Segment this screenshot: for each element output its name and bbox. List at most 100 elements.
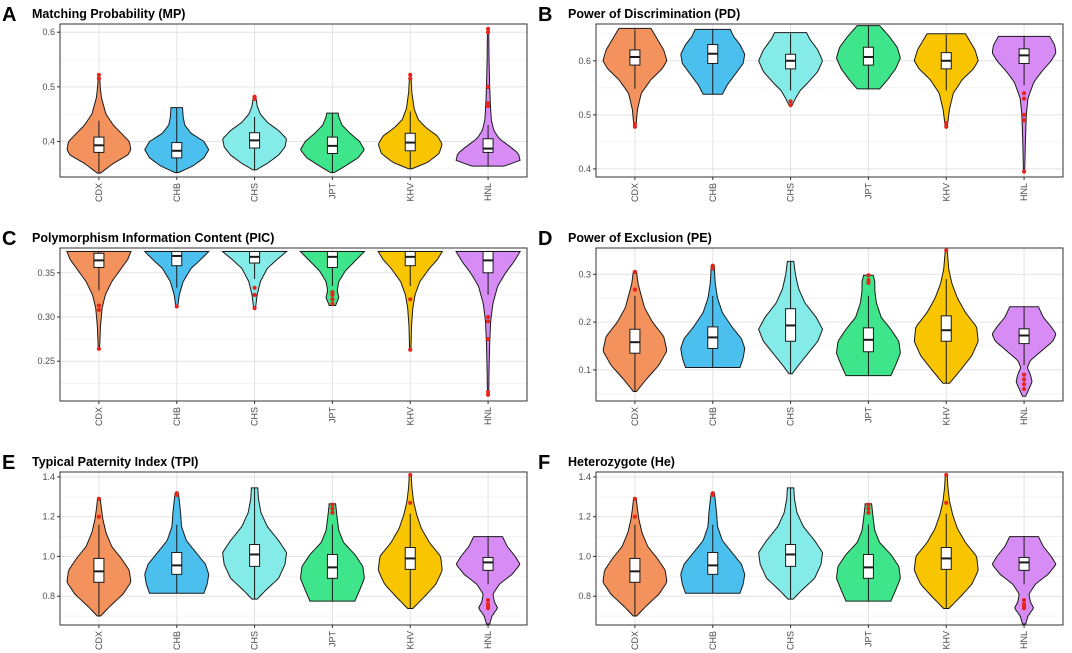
violin-khv [913, 472, 979, 610]
x-category-label: CHB [172, 183, 182, 202]
outlier-point [96, 496, 102, 501]
y-tick-label: 0.6 [42, 27, 55, 37]
outlier-point [788, 102, 793, 108]
outlier-point [252, 94, 257, 99]
y-tick-label: 1.4 [578, 472, 591, 482]
plot-border [595, 247, 1064, 402]
iqr-box [171, 551, 183, 575]
iqr-box [1018, 556, 1030, 571]
outlier-point [632, 269, 638, 275]
violin-khv [377, 251, 444, 352]
x-category-label: HNL [483, 183, 493, 201]
x-category-label: CHB [708, 183, 718, 202]
violin-hnl [991, 35, 1057, 174]
panel-letter: A [2, 4, 16, 26]
violin-khv [913, 248, 979, 384]
x-category-label: HNL [1019, 407, 1029, 425]
outlier-point [252, 306, 257, 311]
outlier-point [330, 502, 335, 507]
y-tick-label: 0.30 [37, 312, 55, 322]
x-category-label: CHB [172, 407, 182, 426]
outlier-point [632, 287, 638, 292]
outlier-point [1021, 602, 1027, 607]
violin-chb [144, 491, 210, 594]
panel-letter: B [538, 4, 552, 26]
outlier-point [408, 347, 413, 352]
outlier-point [632, 496, 638, 501]
violin-cdx [66, 72, 132, 174]
violin-jpt [836, 25, 901, 90]
x-category-label: CDX [94, 407, 104, 426]
outlier-point [788, 99, 793, 104]
violin-hnl [991, 536, 1057, 625]
x-category-label: CHB [708, 407, 718, 426]
outlier-point [1021, 112, 1027, 117]
grid [596, 24, 1063, 177]
x-category-label: CHS [250, 407, 260, 426]
y-tick-label: 1.2 [578, 512, 591, 522]
panel-letter: D [538, 228, 552, 250]
outlier-point [1021, 169, 1027, 174]
x-category-label: CHS [786, 631, 796, 650]
violin-cdx [602, 27, 668, 129]
x-category-label: JPT [327, 631, 337, 648]
y-tick-label: 0.1 [578, 365, 591, 375]
violin-chb [680, 491, 746, 594]
violin-hnl [455, 536, 521, 625]
x-category-label: CDX [94, 631, 104, 650]
outlier-point [485, 390, 491, 395]
violin-chs [222, 94, 287, 171]
outlier-point [866, 277, 871, 283]
panel-title: Matching Probability (MP) [32, 7, 185, 21]
outlier-point [1021, 382, 1027, 387]
x-category-label: KHV [405, 407, 415, 426]
iqr-box [326, 251, 338, 268]
violin-chb [144, 107, 210, 174]
outlier-point [866, 273, 871, 278]
outlier-point [330, 297, 335, 302]
outlier-point [944, 124, 949, 129]
outlier-point [330, 510, 335, 515]
y-tick-label: 0.3 [578, 269, 591, 279]
violin-chb [143, 251, 210, 309]
outlier-point [330, 301, 335, 306]
x-category-label: JPT [863, 631, 873, 648]
x-category-label: KHV [941, 407, 951, 426]
violin-cdx [602, 269, 668, 392]
y-tick-label: 1.0 [578, 551, 591, 561]
outlier-point [408, 76, 413, 81]
panel-c: C Polymorphism Information Content (PIC) 0… [2, 228, 528, 426]
y-tick-label: 0.8 [578, 591, 591, 601]
x-category-label: JPT [327, 183, 337, 200]
x-category-label: JPT [327, 407, 337, 424]
outlier-point [944, 248, 949, 253]
violin-cdx [66, 496, 132, 617]
outlier-point [485, 602, 491, 607]
x-category-label: CDX [630, 407, 640, 426]
outlier-point [485, 84, 491, 89]
outlier-point [1021, 91, 1027, 96]
outlier-point [96, 76, 102, 81]
violin-jpt [835, 273, 901, 377]
violin-jpt [836, 502, 901, 602]
grid [60, 248, 527, 401]
outlier-point [485, 319, 491, 324]
x-category-label: CHS [786, 183, 796, 202]
x-category-label: CHS [250, 631, 260, 650]
plot-border [59, 23, 528, 178]
y-tick-label: 0.6 [578, 56, 591, 66]
outlier-point [485, 314, 491, 320]
plot-border [59, 471, 528, 626]
panel-title: Heterozygote (He) [568, 455, 675, 469]
x-category-label: CHB [708, 631, 718, 650]
panel-title: Power of Exclusion (PE) [568, 231, 712, 245]
outlier-point [96, 307, 102, 313]
outlier-point [1021, 372, 1027, 377]
outlier-point [96, 346, 102, 351]
grid [596, 472, 1063, 625]
outlier-point [1021, 377, 1027, 382]
outlier-point [174, 304, 179, 309]
iqr-box [171, 251, 183, 267]
x-category-label: CDX [630, 183, 640, 202]
violin-chs [758, 487, 824, 600]
